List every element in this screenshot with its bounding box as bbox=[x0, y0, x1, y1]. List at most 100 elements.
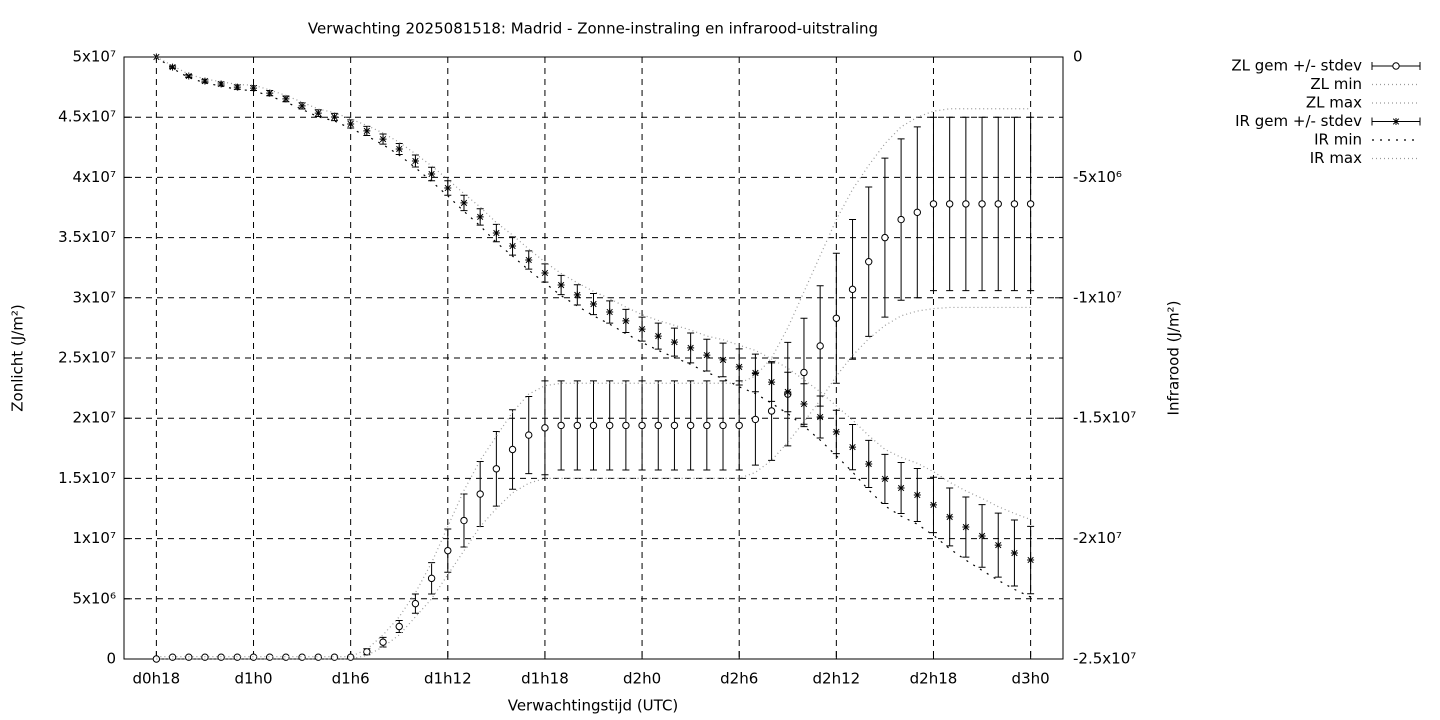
marker bbox=[768, 378, 776, 386]
marker bbox=[395, 145, 403, 153]
marker bbox=[881, 475, 889, 483]
marker bbox=[881, 233, 889, 242]
marker bbox=[946, 513, 954, 521]
marker bbox=[719, 356, 727, 364]
marker bbox=[266, 653, 274, 661]
marker bbox=[573, 291, 581, 299]
x-tick-label: d1h0 bbox=[234, 670, 272, 688]
marker bbox=[994, 200, 1002, 208]
marker bbox=[347, 120, 355, 128]
marker bbox=[266, 89, 274, 97]
marker bbox=[233, 653, 242, 661]
legend-marker bbox=[1392, 62, 1400, 70]
marker bbox=[945, 200, 954, 208]
marker bbox=[185, 653, 193, 661]
y-tick-label: 4.5x10⁷ bbox=[58, 108, 116, 126]
marker bbox=[848, 285, 857, 294]
marker bbox=[735, 363, 743, 371]
y-tick-label: 5x10⁶ bbox=[72, 589, 116, 607]
y2-tick-label: -5x10⁶ bbox=[1073, 168, 1122, 186]
y-tick-label: 4x10⁷ bbox=[72, 168, 116, 186]
marker bbox=[201, 77, 209, 85]
marker bbox=[703, 421, 711, 430]
marker bbox=[152, 53, 160, 61]
marker bbox=[444, 546, 452, 555]
marker bbox=[573, 421, 582, 430]
marker bbox=[363, 648, 371, 656]
marker bbox=[460, 199, 468, 207]
plot-frame bbox=[123, 56, 1064, 660]
x-tick-label: d1h12 bbox=[424, 670, 472, 688]
marker bbox=[298, 102, 306, 110]
marker bbox=[751, 415, 760, 424]
marker bbox=[363, 127, 371, 135]
marker bbox=[606, 308, 614, 316]
marker bbox=[330, 113, 338, 121]
marker bbox=[994, 541, 1002, 549]
y2-axis-title: Infrarood (J/m²) bbox=[1165, 301, 1183, 416]
x-tick-label: d3h0 bbox=[1012, 670, 1050, 688]
marker bbox=[832, 314, 841, 322]
y2-tick-label: -2x10⁷ bbox=[1073, 529, 1122, 547]
marker bbox=[654, 332, 662, 340]
marker bbox=[395, 622, 403, 631]
marker bbox=[670, 338, 678, 346]
marker bbox=[444, 184, 452, 192]
legend-label: ZL gem +/- stdev bbox=[1231, 57, 1362, 75]
legend-label: ZL min bbox=[1310, 75, 1362, 93]
y-tick-label: 1x10⁷ bbox=[72, 529, 116, 547]
marker bbox=[201, 653, 209, 661]
x-tick-label: d1h6 bbox=[332, 670, 370, 688]
y-tick-label: 0 bbox=[106, 650, 116, 668]
marker bbox=[557, 281, 565, 289]
marker bbox=[670, 421, 679, 430]
marker bbox=[1010, 200, 1019, 208]
marker bbox=[217, 80, 225, 88]
marker bbox=[978, 532, 986, 540]
x-tick-label: d1h18 bbox=[521, 670, 569, 688]
marker bbox=[962, 523, 970, 531]
marker bbox=[638, 325, 646, 333]
x-axis-title: Verwachtingstijd (UTC) bbox=[508, 697, 679, 715]
marker bbox=[929, 200, 938, 208]
marker bbox=[217, 653, 225, 661]
marker bbox=[250, 84, 258, 92]
marker bbox=[897, 215, 905, 224]
marker bbox=[767, 407, 776, 415]
y-tick-label: 1.5x10⁷ bbox=[58, 469, 116, 487]
marker bbox=[492, 465, 501, 473]
marker bbox=[913, 208, 921, 217]
marker bbox=[865, 257, 873, 266]
marker bbox=[590, 300, 597, 308]
y-tick-label: 3x10⁷ bbox=[72, 288, 116, 306]
x-tick-label: d2h12 bbox=[813, 670, 861, 688]
marker bbox=[800, 368, 808, 377]
marker bbox=[865, 460, 873, 468]
y-tick-label: 5x10⁷ bbox=[72, 48, 116, 66]
marker bbox=[476, 490, 484, 498]
marker bbox=[816, 413, 824, 421]
legend-label: IR max bbox=[1310, 149, 1362, 167]
marker bbox=[638, 421, 646, 430]
marker bbox=[687, 344, 695, 352]
marker bbox=[686, 421, 695, 430]
y2-tick-label: -1.5x10⁷ bbox=[1073, 409, 1136, 427]
marker bbox=[816, 342, 824, 350]
y2-tick-label: 0 bbox=[1073, 48, 1083, 66]
legend-marker bbox=[1392, 118, 1400, 125]
marker bbox=[703, 351, 711, 359]
y-axis-title: Zonlicht (J/m²) bbox=[9, 304, 27, 412]
marker bbox=[800, 400, 808, 408]
marker bbox=[168, 653, 177, 661]
marker bbox=[460, 516, 468, 525]
marker bbox=[622, 317, 630, 325]
marker bbox=[169, 63, 177, 71]
chart-title: Verwachting 2025081518: Madrid - Zonne-i… bbox=[308, 20, 878, 38]
marker bbox=[233, 83, 241, 91]
marker bbox=[379, 135, 387, 143]
marker bbox=[508, 445, 517, 454]
y-tick-label: 2.5x10⁷ bbox=[58, 349, 116, 367]
marker bbox=[476, 213, 484, 221]
